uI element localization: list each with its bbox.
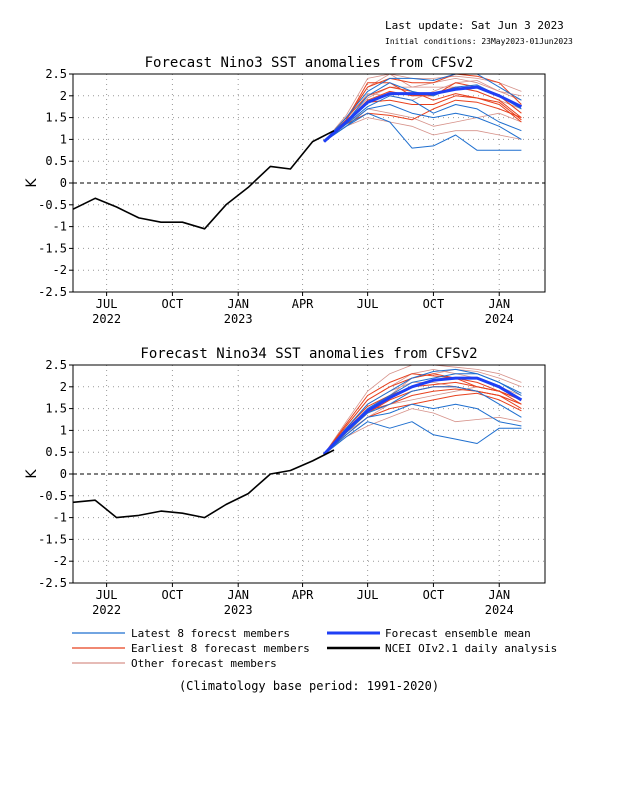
nino3-latest-member-line [323, 104, 522, 143]
nino34-xtick-year: 2023 [224, 603, 253, 617]
nino34-latest-member-line [323, 421, 522, 455]
nino34-observed-line [72, 449, 335, 519]
nino34-xtick-label: OCT [423, 588, 445, 602]
nino34-xtick-label: JUL [96, 588, 118, 602]
nino34-ylabel: K [24, 469, 40, 479]
nino3-xtick-label: OCT [162, 297, 184, 311]
nino3-panel: Forecast Nino3 SST anomalies from CFSv2 … [24, 55, 546, 326]
nino3-xtick-label: JAN [227, 297, 249, 311]
nino34-other-member-line [323, 408, 522, 455]
nino3-ensemble-mean-line [323, 85, 523, 143]
nino34-xtick-year: 2024 [485, 603, 514, 617]
nino3-xtick-year: 2022 [92, 312, 121, 326]
nino3-ytick-label: -1.5 [38, 241, 67, 255]
nino34-earliest-member-line [323, 381, 522, 455]
nino34-ytick-label: -0.5 [38, 489, 67, 503]
nino34-xtick-label: JAN [488, 588, 510, 602]
nino34-ytick-label: 2 [60, 380, 67, 394]
legend-earliest-label: Earliest 8 forecast members [131, 642, 310, 655]
nino3-plot-frame [72, 73, 546, 293]
legend: Latest 8 forecst members Earliest 8 fore… [72, 627, 557, 670]
nino3-title: Forecast Nino3 SST anomalies from CFSv2 [145, 55, 474, 71]
nino3-other-member-line [323, 80, 522, 142]
nino34-ytick-label: 2.5 [45, 358, 67, 372]
nino3-ytick-label: 2 [60, 89, 67, 103]
legend-obs-label: NCEI OIv2.1 daily analysis [385, 642, 557, 655]
nino3-xtick-year: 2024 [485, 312, 514, 326]
nino3-ytick-label: -2 [53, 263, 67, 277]
nino3-ytick-label: 0 [60, 176, 67, 190]
nino34-ytick-label: -2 [53, 554, 67, 568]
nino34-xtick-label: APR [292, 588, 314, 602]
nino3-ytick-label: 1.5 [45, 111, 67, 125]
nino34-xtick-label: OCT [162, 588, 184, 602]
nino34-ytick-label: -2.5 [38, 576, 67, 590]
nino3-xtick-label: JUL [96, 297, 118, 311]
nino34-ytick-label: 0.5 [45, 445, 67, 459]
nino3-earliest-member-line [323, 73, 522, 142]
nino3-ytick-label: -2.5 [38, 285, 67, 299]
nino3-earliest-member-line [323, 86, 522, 142]
nino34-title: Forecast Nino34 SST anomalies from CFSv2 [140, 346, 477, 362]
legend-latest-label: Latest 8 forecst members [131, 627, 290, 640]
nino34-ytick-label: 1.5 [45, 402, 67, 416]
nino34-ytick-label: 1 [60, 423, 67, 437]
nino3-observed-line [72, 129, 335, 230]
nino34-xtick-label: JAN [227, 588, 249, 602]
nino3-xtick-label: JUL [357, 297, 379, 311]
nino34-latest-member-line [323, 386, 522, 455]
nino3-ytick-label: 0.5 [45, 154, 67, 168]
nino34-plot-frame [72, 364, 546, 584]
nino34-panel: Forecast Nino34 SST anomalies from CFSv2… [24, 346, 546, 617]
nino34-other-member-line [323, 364, 522, 455]
nino3-other-member-line [323, 117, 522, 142]
nino3-xtick-label: APR [292, 297, 314, 311]
nino34-ytick-label: -1 [53, 511, 67, 525]
legend-other-label: Other forecast members [131, 657, 277, 670]
nino34-xtick-year: 2022 [92, 603, 121, 617]
nino3-ytick-label: 2.5 [45, 67, 67, 81]
nino3-latest-member-line [323, 95, 522, 142]
nino34-ensemble-mean-line [322, 376, 523, 456]
nino34-ytick-label: 0 [60, 467, 67, 481]
nino34-ytick-label: -1.5 [38, 532, 67, 546]
legend-mean-label: Forecast ensemble mean [385, 627, 531, 640]
nino3-xtick-year: 2023 [224, 312, 253, 326]
nino3-latest-member-line [323, 112, 522, 151]
nino3-ylabel: K [24, 178, 40, 188]
nino3-ytick-label: -0.5 [38, 198, 67, 212]
nino3-latest-member-line [323, 73, 522, 142]
nino3-xtick-label: JAN [488, 297, 510, 311]
climatology-footer: (Climatology base period: 1991-2020) [179, 679, 439, 693]
nino34-latest-member-line [323, 403, 522, 455]
nino3-ytick-label: 1 [60, 132, 67, 146]
initial-conditions-label: Initial conditions: 23May2023-01Jun2023 [385, 37, 573, 46]
nino34-xtick-label: JUL [357, 588, 379, 602]
nino3-ytick-label: -1 [53, 220, 67, 234]
last-update-label: Last update: Sat Jun 3 2023 [385, 19, 564, 32]
nino3-xtick-label: OCT [423, 297, 445, 311]
nino3-other-member-line [323, 73, 522, 142]
nino3-earliest-member-line [323, 99, 522, 142]
